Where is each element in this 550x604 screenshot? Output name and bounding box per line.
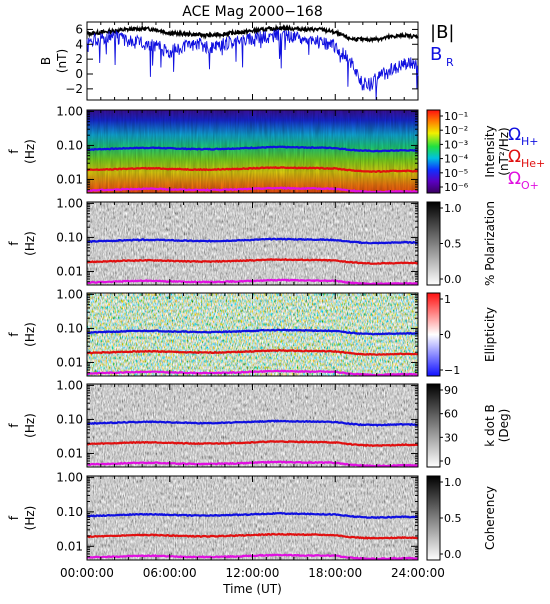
polarization-ytick-label: 0.10: [56, 230, 83, 244]
coherency-colorbar-tick-label: 1.0: [444, 476, 462, 489]
ellipticity-colorbar-tick-label: −1: [444, 364, 460, 377]
b-panel-frame: [86, 21, 419, 101]
ellipticity-gyro-line-he: [87, 348, 419, 356]
intensity-colorbar-label-unit: (nT²/Hz): [497, 127, 511, 175]
xtick-label: 18:00:00: [308, 566, 362, 580]
gyro-legend-symbol-hplus: Ω: [508, 125, 521, 145]
xtick-label: 24:00:00: [391, 566, 445, 580]
b-ytick-label: −2: [65, 82, 83, 96]
k-dot-b-ylabel: f: [7, 423, 21, 428]
ellipticity-colorbar-tick-label: 1: [444, 293, 451, 306]
k-dot-b-gyro-line-h: [86, 419, 419, 427]
ellipticity-colorbar-label: Ellipticity: [483, 307, 497, 362]
polarization-gyro-line-he: [86, 257, 419, 265]
intensity-colorbar: [426, 109, 441, 194]
coherency-panel: 1.00 0.10 0.01 f (Hz) 1.0 0.5 0.0 Coherency: [7, 470, 497, 561]
polarization-panel: 1.00 0.10 0.01 f (Hz) 1.0 0.5 0.0 % Polarization: [7, 196, 497, 286]
intensity-colorbar-tick-label: 10⁻⁴: [444, 153, 469, 166]
legend-radial-subscript: R: [446, 56, 454, 69]
intensity-ylabel: f: [7, 149, 21, 154]
intensity-ytick-label: 0.01: [56, 172, 83, 186]
b-ylabel: B: [39, 57, 53, 65]
ellipticity-colorbar-tick-label: 0: [444, 329, 451, 342]
polarization-colorbar-tick-label: 0.0: [444, 273, 462, 286]
polarization-ylabel: f: [7, 241, 21, 246]
b-ytick-label: 2: [75, 52, 83, 66]
xtick-label: 12:00:00: [226, 566, 280, 580]
coherency-colorbar-tick-label: 0.0: [444, 548, 462, 561]
gyro-legend-subscript-heplus: He+: [521, 157, 545, 170]
k-dot-b-colorbar-label-unit: (Deg): [497, 409, 511, 443]
coherency-ytick-label: 0.10: [56, 505, 83, 519]
chart-title: ACE Mag 2000−168: [182, 4, 322, 20]
coherency-gyro-line-he: [86, 532, 418, 540]
gyro-legend-symbol-heplus: Ω: [508, 147, 521, 167]
polarization-gyro-line-h: [86, 237, 419, 245]
coherency-gyro-line-h: [86, 511, 419, 520]
intensity-colorbar-tick-label: 10⁻⁶: [444, 181, 469, 194]
b-ytick-label: 0: [75, 67, 83, 81]
coherency-ylabel: f: [7, 515, 21, 520]
ellipticity-gyro-line-h: [86, 328, 419, 336]
intensity-ylabel-unit: (Hz): [23, 139, 37, 164]
k-dot-b-ytick-label: 0.10: [56, 412, 83, 426]
b-ylabel-unit: (nT): [55, 49, 69, 73]
intensity-gyro-line-h: [86, 145, 419, 153]
ellipticity-ytick-label: 1.00: [56, 287, 83, 301]
k-dot-b-colorbar-label: k dot B: [483, 404, 497, 446]
k-dot-b-gyro-line-he: [86, 440, 419, 448]
polarization-colorbar-tick-label: 1.0: [444, 202, 462, 215]
intensity-colorbar-tick-label: 10⁻²: [444, 124, 468, 137]
ellipticity-ytick-label: 0.01: [56, 355, 83, 369]
k-dot-b-ytick-label: 0.01: [56, 446, 83, 460]
legend-magnitude: |B|: [430, 22, 454, 43]
k-dot-b-panel: 1.00 0.10 0.01 f (Hz) 90 60 30 0 k dot B (Deg): [7, 378, 511, 468]
gyro-legend-subscript-oplus: O+: [521, 179, 539, 192]
intensity-colorbar-tick-label: 10⁻⁵: [444, 167, 468, 180]
coherency-ytick-label: 0.01: [56, 539, 83, 553]
coherency-colorbar: [426, 475, 441, 561]
polarization-colorbar: [426, 201, 441, 286]
polarization-colorbar-tick-label: 0.5: [444, 238, 462, 251]
ellipticity-ylabel: f: [7, 332, 21, 337]
gyro-legend-symbol-oplus: Ω: [508, 169, 521, 189]
polarization-colorbar-label: % Polarization: [483, 201, 497, 286]
k-dot-b-colorbar-tick-label: 90: [444, 384, 458, 397]
intensity-panel: 1.00 0.10 0.01 f (Hz) 10⁻¹10⁻²10⁻³ 10⁻⁴10⁻⁵10⁻…: [7, 104, 511, 194]
b-series-magnitude-line: [86, 23, 419, 44]
polarization-ytick-label: 1.00: [56, 196, 83, 210]
gyro-legend-subscript-hplus: H+: [521, 135, 539, 148]
xtick-label: 06:00:00: [143, 566, 197, 580]
k-dot-b-ylabel-unit: (Hz): [23, 413, 37, 438]
x-axis-label: Time (UT): [222, 582, 282, 596]
coherency-ytick-label: 1.00: [56, 470, 83, 484]
ellipticity-panel: 1.00 0.10 0.01 f (Hz) 1 0 −1 Ellipticity: [7, 287, 497, 377]
coherency-colorbar-tick-label: 0.5: [444, 512, 462, 525]
legend-radial: B: [430, 44, 442, 65]
intensity-colorbar-tick-label: 10⁻³: [444, 138, 468, 151]
intensity-colorbar-tick-label: 10⁻¹: [444, 110, 468, 123]
k-dot-b-colorbar-tick-label: 0: [444, 455, 451, 468]
intensity-gyro-line-he: [86, 166, 419, 174]
ellipticity-colorbar: [426, 292, 441, 377]
polarization-ytick-label: 0.01: [56, 264, 83, 278]
k-dot-b-colorbar-tick-label: 30: [444, 431, 458, 444]
coherency-colorbar-label: Coherency: [483, 486, 497, 550]
polarization-ylabel-unit: (Hz): [23, 231, 37, 256]
xtick-label: 00:00:00: [60, 566, 114, 580]
intensity-ytick-label: 0.10: [56, 138, 83, 152]
k-dot-b-colorbar: [426, 383, 441, 468]
k-dot-b-ytick-label: 1.00: [56, 378, 83, 392]
b-series-radial-line: [86, 28, 419, 101]
b-ytick-label: 6: [75, 22, 83, 36]
b-ytick-label: 4: [75, 37, 83, 51]
intensity-colorbar-label: Intensity: [483, 125, 497, 177]
k-dot-b-colorbar-tick-label: 60: [444, 408, 458, 421]
ellipticity-ylabel-unit: (Hz): [23, 322, 37, 347]
ellipticity-ytick-label: 0.10: [56, 321, 83, 335]
intensity-ytick-label: 1.00: [56, 104, 83, 118]
coherency-ylabel-unit: (Hz): [23, 506, 37, 531]
